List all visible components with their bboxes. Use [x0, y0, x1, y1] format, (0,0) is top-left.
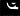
Line: BPEN Sensitized: BPEN Sensitized — [0, 3, 20, 16]
Line: MeOPEN Sensitized: MeOPEN Sensitized — [0, 1, 20, 16]
BPEN Sensitized — [12, 13, 13, 14]
Text: Recording Sensitivity versus Cumulative Holographic Exposure Fluence: Recording Sensitivity versus Cumulative … — [0, 0, 20, 11]
BPEN Sensitized — [3, 10, 4, 11]
MeOPEN Sensitized — [17, 13, 18, 14]
BPEN Sensitized — [10, 13, 11, 14]
MeOPEN Sensitized — [3, 9, 4, 10]
MeOPEN Sensitized — [2, 7, 3, 8]
BPEN Sensitized — [4, 12, 5, 13]
